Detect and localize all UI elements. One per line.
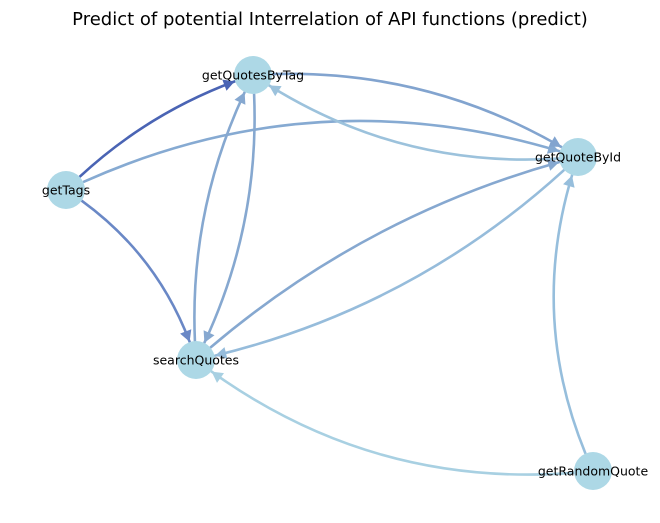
edge-getRandomQuote-to-getQuoteById xyxy=(552,174,587,455)
edge-line xyxy=(267,84,561,161)
graph-title: Predict of potential Interrelation of AP… xyxy=(72,9,588,30)
edge-getRandomQuote-to-searchQuotes xyxy=(210,370,575,476)
edge-arrowhead xyxy=(548,136,562,147)
node-getRandomQuote: getRandomQuote xyxy=(538,452,649,490)
edge-arrowhead xyxy=(211,371,224,383)
edge-arrowhead xyxy=(180,329,192,342)
node-circle xyxy=(559,138,597,176)
edge-layer xyxy=(78,72,587,476)
edge-getQuoteById-to-getQuotesByTag xyxy=(267,84,561,161)
edge-line xyxy=(193,91,246,343)
edge-line xyxy=(210,370,575,476)
edge-arrowhead xyxy=(222,79,235,91)
edge-arrowhead xyxy=(546,159,560,171)
edge-getTags-to-getQuotesByTag xyxy=(78,79,236,178)
node-label: getRandomQuote xyxy=(538,464,649,479)
node-label: getTags xyxy=(42,183,90,198)
edge-line xyxy=(78,80,236,178)
edge-searchQuotes-to-getQuoteById xyxy=(209,159,561,349)
node-searchQuotes: searchQuotes xyxy=(153,341,239,379)
edge-arrowhead xyxy=(234,92,246,105)
edge-line xyxy=(271,72,563,149)
edge-arrowhead xyxy=(269,85,282,97)
edge-line xyxy=(80,199,191,343)
edge-arrowhead xyxy=(215,347,228,359)
node-label: searchQuotes xyxy=(153,353,239,368)
node-label: getQuoteById xyxy=(535,150,621,165)
node-layer: getQuotesByTag getQuoteById getTags searchQ… xyxy=(42,56,649,490)
edge-line xyxy=(82,119,561,183)
node-label: getQuotesByTag xyxy=(202,68,304,83)
edge-getQuotesByTag-to-searchQuotes xyxy=(203,92,256,344)
edge-line xyxy=(213,169,565,357)
node-getQuotesByTag: getQuotesByTag xyxy=(202,56,304,94)
node-circle xyxy=(574,452,612,490)
node-getQuoteById: getQuoteById xyxy=(535,138,621,176)
edge-line xyxy=(552,174,587,455)
edge-line xyxy=(203,92,256,344)
edge-getQuoteById-to-searchQuotes xyxy=(213,169,565,359)
edge-arrowhead xyxy=(203,330,215,343)
edge-getTags-to-searchQuotes xyxy=(80,199,192,343)
edge-line xyxy=(209,160,561,349)
edge-arrowhead xyxy=(563,175,575,188)
node-getTags: getTags xyxy=(42,171,90,209)
edge-searchQuotes-to-getQuotesByTag xyxy=(193,91,246,343)
edge-getQuotesByTag-to-getQuoteById xyxy=(271,72,563,149)
node-circle xyxy=(234,56,272,94)
edge-getTags-to-getQuoteById xyxy=(82,119,561,183)
node-circle xyxy=(47,171,85,209)
node-circle xyxy=(177,341,215,379)
